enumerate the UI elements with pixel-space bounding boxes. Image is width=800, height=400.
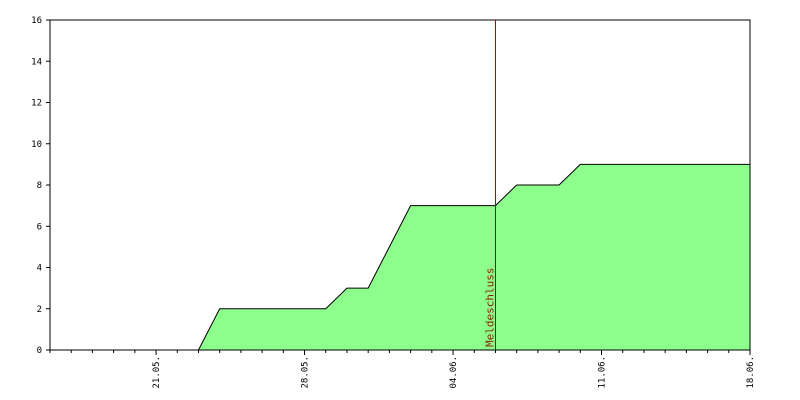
x-tick-label: 18.06. <box>746 356 756 389</box>
y-tick-label: 14 <box>31 57 42 67</box>
y-tick-label: 6 <box>37 222 42 232</box>
x-tick-label: 28.05. <box>301 356 311 389</box>
y-tick-label: 4 <box>37 264 42 274</box>
y-tick-label: 8 <box>37 181 42 191</box>
y-tick-label: 2 <box>37 305 42 315</box>
x-tick-label: 04.06. <box>449 356 459 389</box>
annotation-label: Meldeschluss <box>483 268 496 347</box>
area-fill <box>50 164 750 350</box>
y-tick-label: 10 <box>31 140 42 150</box>
y-tick-label: 12 <box>31 99 42 109</box>
y-tick-label: 0 <box>37 346 42 356</box>
x-tick-label: 21.05. <box>152 356 162 389</box>
x-tick-label: 11.06. <box>598 356 608 389</box>
y-tick-label: 16 <box>31 16 42 26</box>
